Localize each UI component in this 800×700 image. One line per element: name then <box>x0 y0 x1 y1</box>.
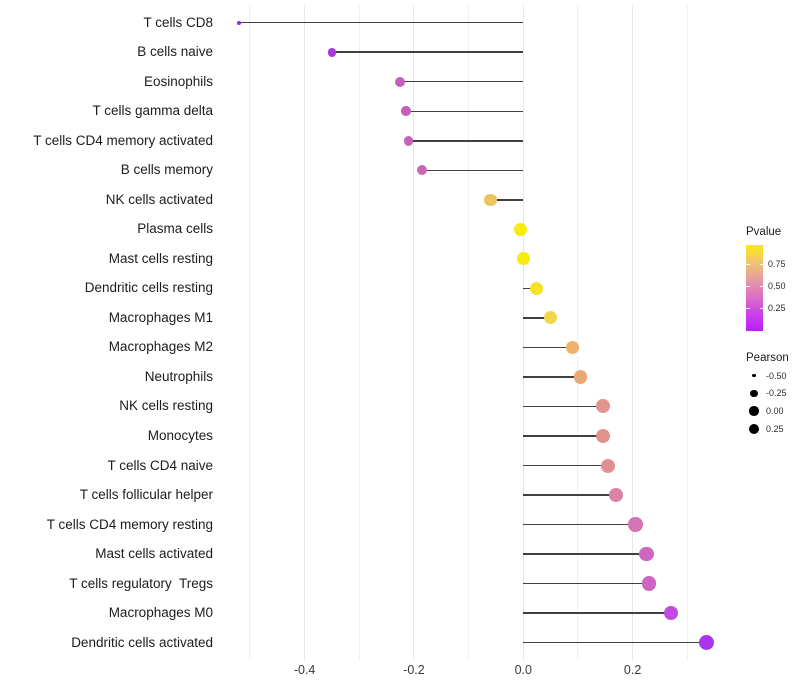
pearson-size-dot <box>752 374 756 378</box>
lollipop-stem <box>523 523 636 526</box>
gridline-x--0.1 <box>468 5 470 660</box>
gridline-x--0.5 <box>249 5 251 660</box>
pearson-size-dot <box>750 389 758 398</box>
gridline-x-0.3 <box>686 5 688 660</box>
gridline-x-0 <box>522 5 524 660</box>
lollipop-stem <box>523 405 603 408</box>
lollipop-stem <box>523 317 551 319</box>
lollipop-dot <box>698 634 715 651</box>
lollipop-stem <box>523 287 537 290</box>
pvalue-colorbar-tick <box>746 307 750 309</box>
lollipop-dot <box>237 20 242 25</box>
lollipop-stem <box>422 169 524 172</box>
lollipop-stem <box>331 51 524 53</box>
category-label: Dendritic cells resting <box>84 280 213 296</box>
legend-pvalue-title: Pvalue <box>746 226 782 238</box>
lollipop-dot <box>417 165 428 176</box>
category-label: T cells follicular helper <box>79 487 213 503</box>
legend-pearson-title: Pearson <box>746 352 789 364</box>
lollipop-dot <box>544 311 558 325</box>
lollipop-stem <box>490 199 524 201</box>
lollipop-stem <box>408 140 524 142</box>
lollipop-dot <box>609 487 624 503</box>
lollipop-dot <box>395 76 406 87</box>
lollipop-stem <box>523 376 581 378</box>
category-label: B cells memory <box>120 162 213 178</box>
lollipop-stem <box>523 553 647 555</box>
category-label: NK cells activated <box>105 191 213 207</box>
lollipop-dot <box>628 517 643 532</box>
category-label: NK cells resting <box>119 398 213 414</box>
pvalue-colorbar <box>746 245 763 331</box>
gridline-x-0.1 <box>577 5 579 660</box>
lollipop-dot <box>484 193 497 207</box>
lollipop-stem <box>523 464 609 467</box>
gridline-x--0.2 <box>413 5 415 660</box>
lollipop-stem <box>523 641 707 644</box>
pearson-size-dot <box>748 423 760 434</box>
pvalue-tick-label: 0.75 <box>768 258 786 269</box>
category-label: T cells CD4 memory activated <box>33 132 213 148</box>
gridline-x-0.2 <box>632 5 634 660</box>
pvalue-colorbar-tick <box>759 307 763 309</box>
category-label: T cells CD4 naive <box>107 457 213 473</box>
lollipop-stem <box>523 582 650 585</box>
pearson-size-label: 0.25 <box>766 423 784 434</box>
lollipop-dot <box>641 576 657 591</box>
lollipop-dot <box>513 222 528 236</box>
category-label: Monocytes <box>147 427 213 443</box>
lollipop-dot <box>530 281 544 295</box>
lollipop-dot <box>565 340 580 355</box>
category-label: T cells CD4 memory resting <box>46 516 213 532</box>
lollipop-stem <box>523 494 617 496</box>
category-label: T cells CD8 <box>143 14 213 30</box>
lollipop-dot <box>516 252 530 266</box>
category-label: Eosinophils <box>143 73 213 89</box>
category-label: Mast cells activated <box>95 546 213 562</box>
x-tick-label: -0.2 <box>403 663 425 677</box>
pearson-size-label: -0.50 <box>766 370 787 381</box>
pvalue-tick-label: 0.50 <box>768 280 786 291</box>
lollipop-dot <box>663 605 679 621</box>
pearson-size-label: -0.25 <box>766 388 787 399</box>
pvalue-colorbar-tick <box>746 263 750 265</box>
pvalue-colorbar-tick <box>746 285 750 287</box>
lollipop-dot <box>595 399 610 414</box>
lollipop-dot <box>601 458 616 473</box>
category-label: Macrophages M1 <box>108 309 213 325</box>
lollipop-stem <box>523 612 671 614</box>
x-tick-label: 0.2 <box>623 663 642 677</box>
category-label: Dendritic cells activated <box>71 634 213 650</box>
lollipop-dot <box>403 135 414 146</box>
category-label: Neutrophils <box>144 368 213 384</box>
pvalue-tick-label: 0.25 <box>768 302 786 313</box>
category-label: Macrophages M2 <box>108 339 213 355</box>
x-tick-label: 0.0 <box>514 663 532 677</box>
category-label: T cells gamma delta <box>92 103 213 119</box>
lollipop-stem <box>405 110 524 112</box>
lollipop-dot <box>400 106 411 117</box>
category-label: B cells naive <box>137 44 213 60</box>
lollipop-dot <box>327 47 337 57</box>
pvalue-colorbar-tick <box>759 263 763 265</box>
pearson-size-dot <box>749 406 759 416</box>
lollipop-dot <box>573 370 588 384</box>
pearson-size-label: 0.00 <box>766 406 784 417</box>
category-label: Plasma cells <box>137 221 213 237</box>
lollipop-stem <box>523 346 573 349</box>
lollipop-dot <box>639 546 654 562</box>
category-label: Macrophages M0 <box>108 605 213 621</box>
pvalue-colorbar-tick <box>759 285 763 287</box>
lollipop-stem <box>239 21 524 24</box>
category-label: Mast cells resting <box>108 250 213 266</box>
gridline-x--0.4 <box>304 5 306 660</box>
lollipop-stem <box>400 80 524 83</box>
lollipop-dot <box>595 428 610 443</box>
lollipop-stem <box>523 435 603 437</box>
gridline-x--0.3 <box>358 5 360 660</box>
x-tick-label: -0.4 <box>293 663 316 677</box>
category-label: T cells regulatory Tregs <box>69 575 213 591</box>
